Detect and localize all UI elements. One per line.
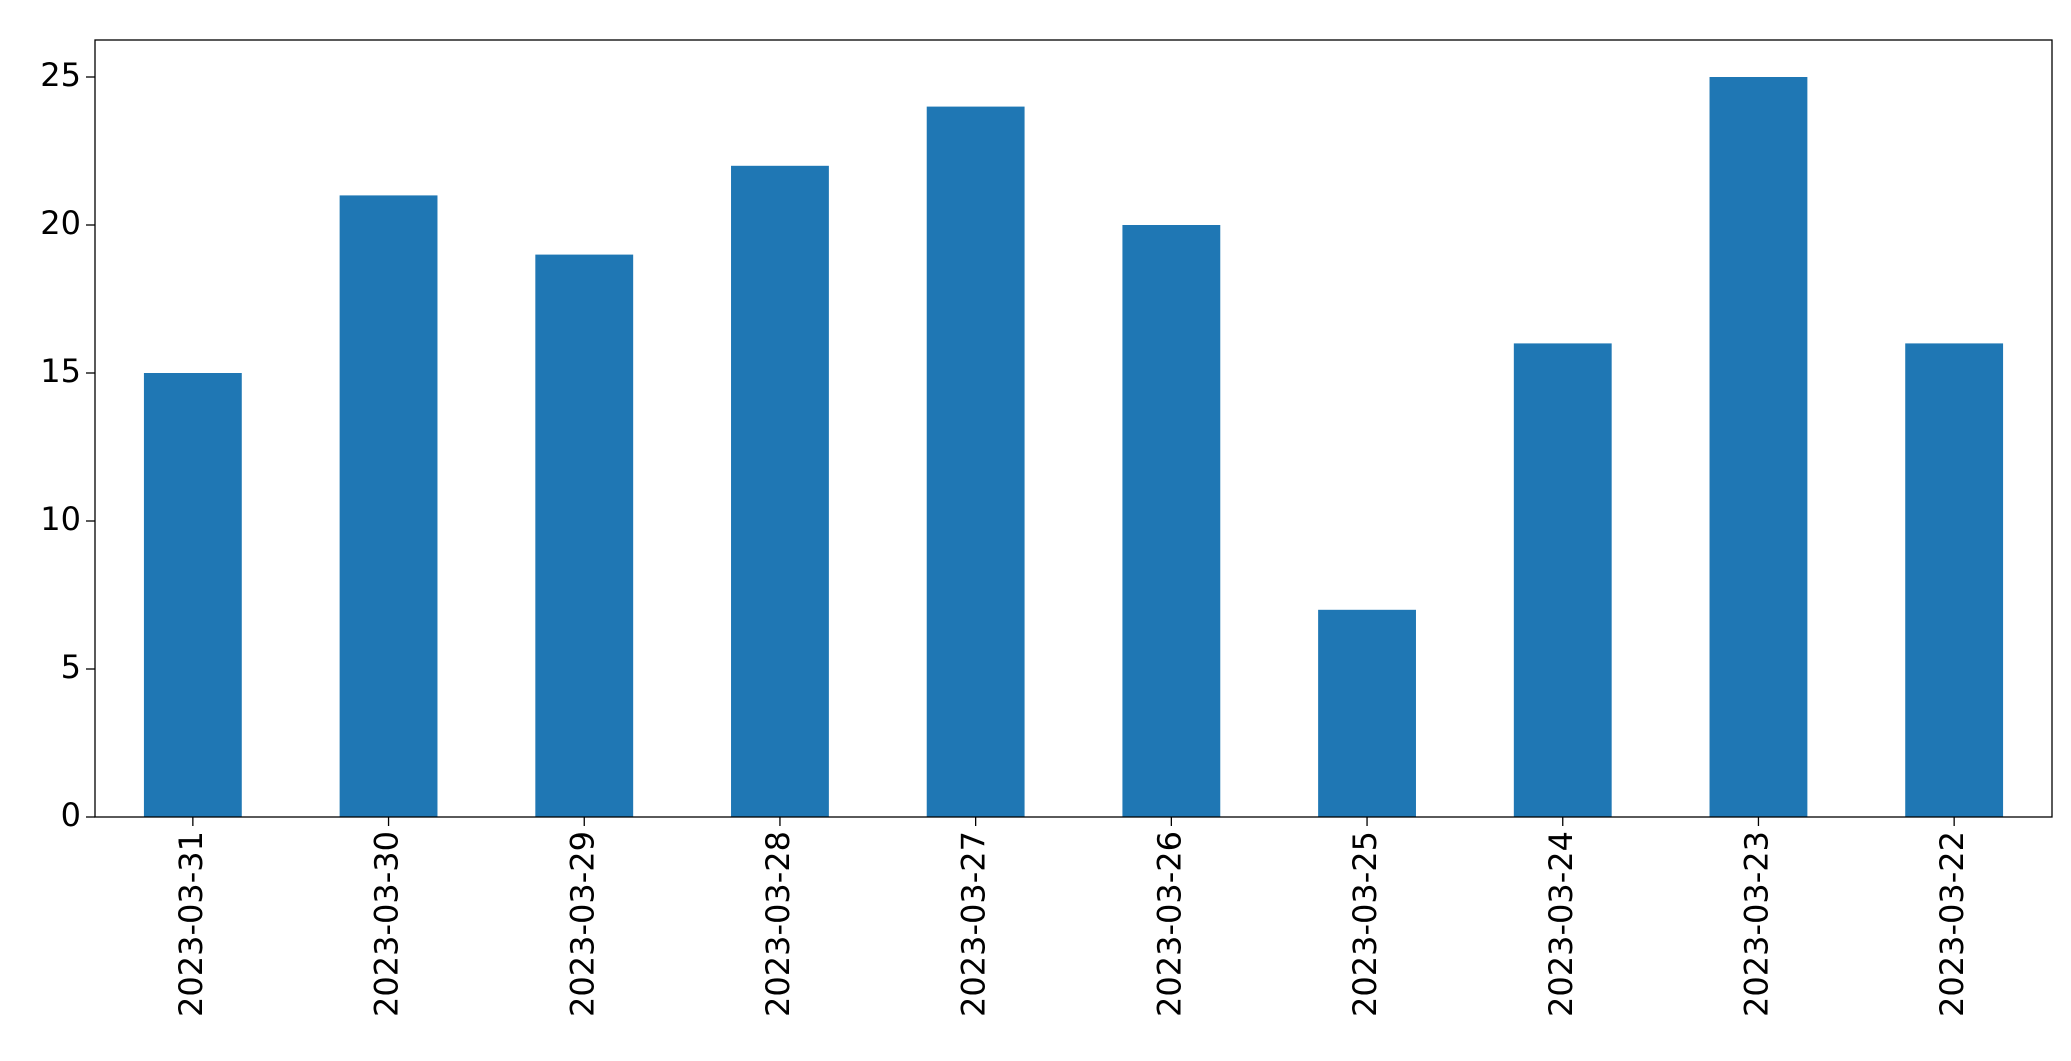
- bar: [1318, 609, 1416, 817]
- y-tick-label: 10: [40, 500, 81, 538]
- x-tick-label: 2023-03-27: [955, 831, 993, 1017]
- x-tick-label: 2023-03-31: [172, 831, 210, 1017]
- x-tick-label: 2023-03-30: [368, 831, 406, 1017]
- plot-frame: [94, 39, 2053, 818]
- bar: [1709, 77, 1808, 817]
- y-tick-label: 20: [40, 204, 81, 242]
- bar: [339, 195, 438, 817]
- y-tick-label: 5: [61, 648, 81, 686]
- bar: [926, 106, 1025, 818]
- y-tick-label: 25: [40, 56, 81, 94]
- y-tick-label: 15: [40, 352, 81, 390]
- x-tick-label: 2023-03-28: [759, 831, 797, 1017]
- x-tick-label: 2023-03-29: [563, 831, 601, 1017]
- bar: [1122, 225, 1221, 817]
- bar: [731, 165, 829, 818]
- x-tick-label: 2023-03-23: [1737, 831, 1775, 1017]
- x-tick-label: 2023-03-25: [1346, 831, 1384, 1017]
- bar: [143, 373, 242, 817]
- x-tick-label: 2023-03-24: [1542, 831, 1580, 1017]
- y-tick-label: 0: [61, 796, 81, 834]
- bar: [1513, 343, 1612, 817]
- bar: [535, 254, 634, 818]
- x-tick-label: 2023-03-26: [1150, 831, 1188, 1017]
- x-tick-label: 2023-03-22: [1933, 831, 1971, 1017]
- bar: [1905, 343, 2004, 817]
